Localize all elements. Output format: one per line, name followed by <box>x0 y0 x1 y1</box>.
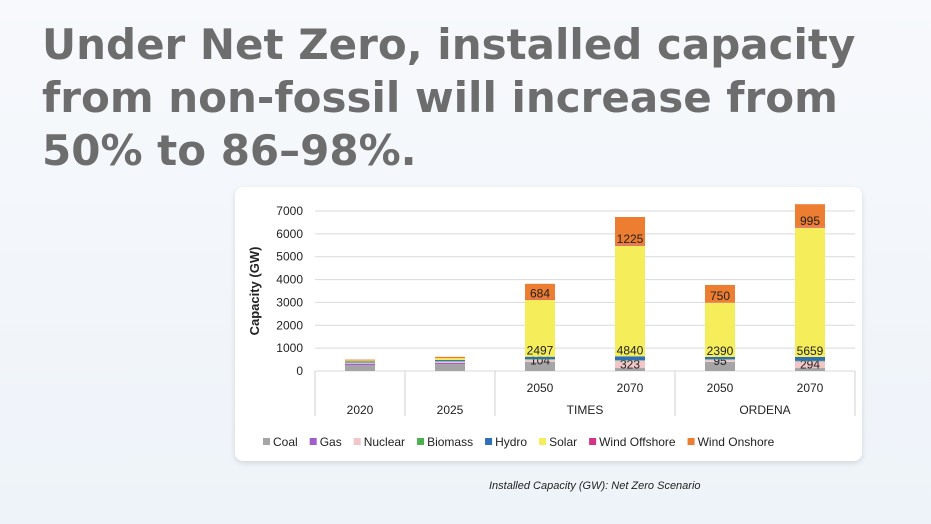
y-axis-label: Capacity (GW) <box>247 247 262 336</box>
bar-segment-coal <box>615 368 645 371</box>
bar-segment-biomass <box>435 361 465 362</box>
legend-label: Wind Onshore <box>698 435 775 449</box>
legend-swatch <box>485 438 493 445</box>
legend-label: Gas <box>320 435 342 449</box>
y-tick-label: 7000 <box>276 204 303 218</box>
bar-segment-biomass <box>705 359 735 360</box>
bar-segment-wind-onshore <box>705 284 735 303</box>
y-tick-label: 4000 <box>276 273 303 287</box>
bar-segment-wind-offshore <box>525 299 555 300</box>
bar-segment-wind-onshore <box>435 356 465 359</box>
legend-swatch <box>687 438 695 445</box>
bar-segment-biomass <box>615 360 645 361</box>
legend-label: Coal <box>273 435 298 449</box>
chart-card: 0 1000 2000 3000 4000 5000 6000 7000 Capacity (G… <box>235 187 862 461</box>
bar-segment-coal <box>525 361 555 371</box>
bar-segment-hydro <box>795 356 825 361</box>
legend-swatch <box>353 438 361 445</box>
bar-segment-coal <box>435 364 465 371</box>
bar-segment-solar <box>435 358 465 361</box>
data-label: 2497 <box>527 344 554 358</box>
bar-segment-coal <box>345 365 375 371</box>
bar-segment-nuclear <box>705 359 735 362</box>
y-tick-label: 5000 <box>276 250 303 264</box>
y-tick-label: 2000 <box>276 318 303 332</box>
data-label: 4840 <box>617 343 644 357</box>
bar-segment-hydro <box>705 356 735 360</box>
bar-segment-wind-onshore <box>525 283 555 300</box>
y-tick-label: 6000 <box>276 227 303 241</box>
bar-segment-wind-onshore <box>345 359 375 361</box>
slide-title: Under Net Zero, installed capacity from … <box>42 20 856 175</box>
bar-segment-biomass <box>525 359 555 360</box>
legend-swatch <box>263 438 270 445</box>
data-label: 750 <box>710 289 730 303</box>
category-label: 2050 <box>707 381 734 395</box>
bar-segment-nuclear <box>525 359 555 362</box>
bar-segment-nuclear <box>345 362 375 364</box>
bar-segment-solar <box>525 299 555 357</box>
bar-segment-hydro <box>615 356 645 361</box>
legend-swatch <box>539 438 547 445</box>
bar-segment-nuclear <box>435 361 465 363</box>
legend-swatch <box>589 438 597 445</box>
chart-caption: Installed Capacity (GW): Net Zero Scenar… <box>489 480 701 492</box>
legend-swatch <box>417 438 425 445</box>
data-label: 1225 <box>617 232 644 246</box>
bar-segment-solar <box>705 302 735 357</box>
bar-segment-gas <box>345 363 375 366</box>
bar-segment-nuclear <box>615 360 645 369</box>
bar-segment-biomass <box>795 360 825 362</box>
y-tick-label: 1000 <box>276 341 303 355</box>
bar-segment-biomass <box>345 362 375 363</box>
bar-segment-wind-offshore <box>795 226 825 228</box>
bar-segment-solar <box>615 245 645 357</box>
bar-segment-nuclear <box>795 361 825 369</box>
bar-segment-coal <box>705 361 735 371</box>
bar-segment-wind-offshore <box>615 244 645 246</box>
group-label: 2025 <box>437 403 464 417</box>
data-label: 684 <box>530 286 550 300</box>
category-label: 2070 <box>617 381 644 395</box>
bar-segment-solar <box>345 360 375 362</box>
bar-segment-coal <box>795 368 825 371</box>
data-label: 323 <box>620 357 640 371</box>
data-label: 5659 <box>797 344 824 358</box>
bar-segment-hydro <box>525 356 555 360</box>
legend-label: Hydro <box>495 435 527 449</box>
group-label: TIMES <box>567 403 604 417</box>
legend-label: Wind Offshore <box>599 435 676 449</box>
legend-label: Biomass <box>427 435 473 449</box>
bar-segment-wind-offshore <box>705 302 735 303</box>
group-label: 2020 <box>347 403 374 417</box>
bar-segment-wind-onshore <box>615 216 645 245</box>
category-label: 2070 <box>797 381 824 395</box>
bar-segment-hydro <box>345 361 375 363</box>
category-label: 2050 <box>527 381 554 395</box>
y-tick-label: 3000 <box>276 295 303 309</box>
bar-segment-wind-onshore <box>795 204 825 227</box>
data-label: 2390 <box>707 344 734 358</box>
legend-label: Solar <box>549 435 577 449</box>
bar-segment-solar <box>795 227 825 357</box>
y-tick-label: 0 <box>296 364 303 378</box>
group-label: ORDENA <box>739 403 790 417</box>
data-label: 995 <box>800 214 820 228</box>
legend-swatch <box>309 438 317 445</box>
legend-label: Nuclear <box>364 435 405 449</box>
stacked-bar-chart: 0 1000 2000 3000 4000 5000 6000 7000 Capacity (G… <box>247 204 856 449</box>
bar-segment-hydro <box>435 360 465 362</box>
bar-segment-gas <box>435 363 465 365</box>
